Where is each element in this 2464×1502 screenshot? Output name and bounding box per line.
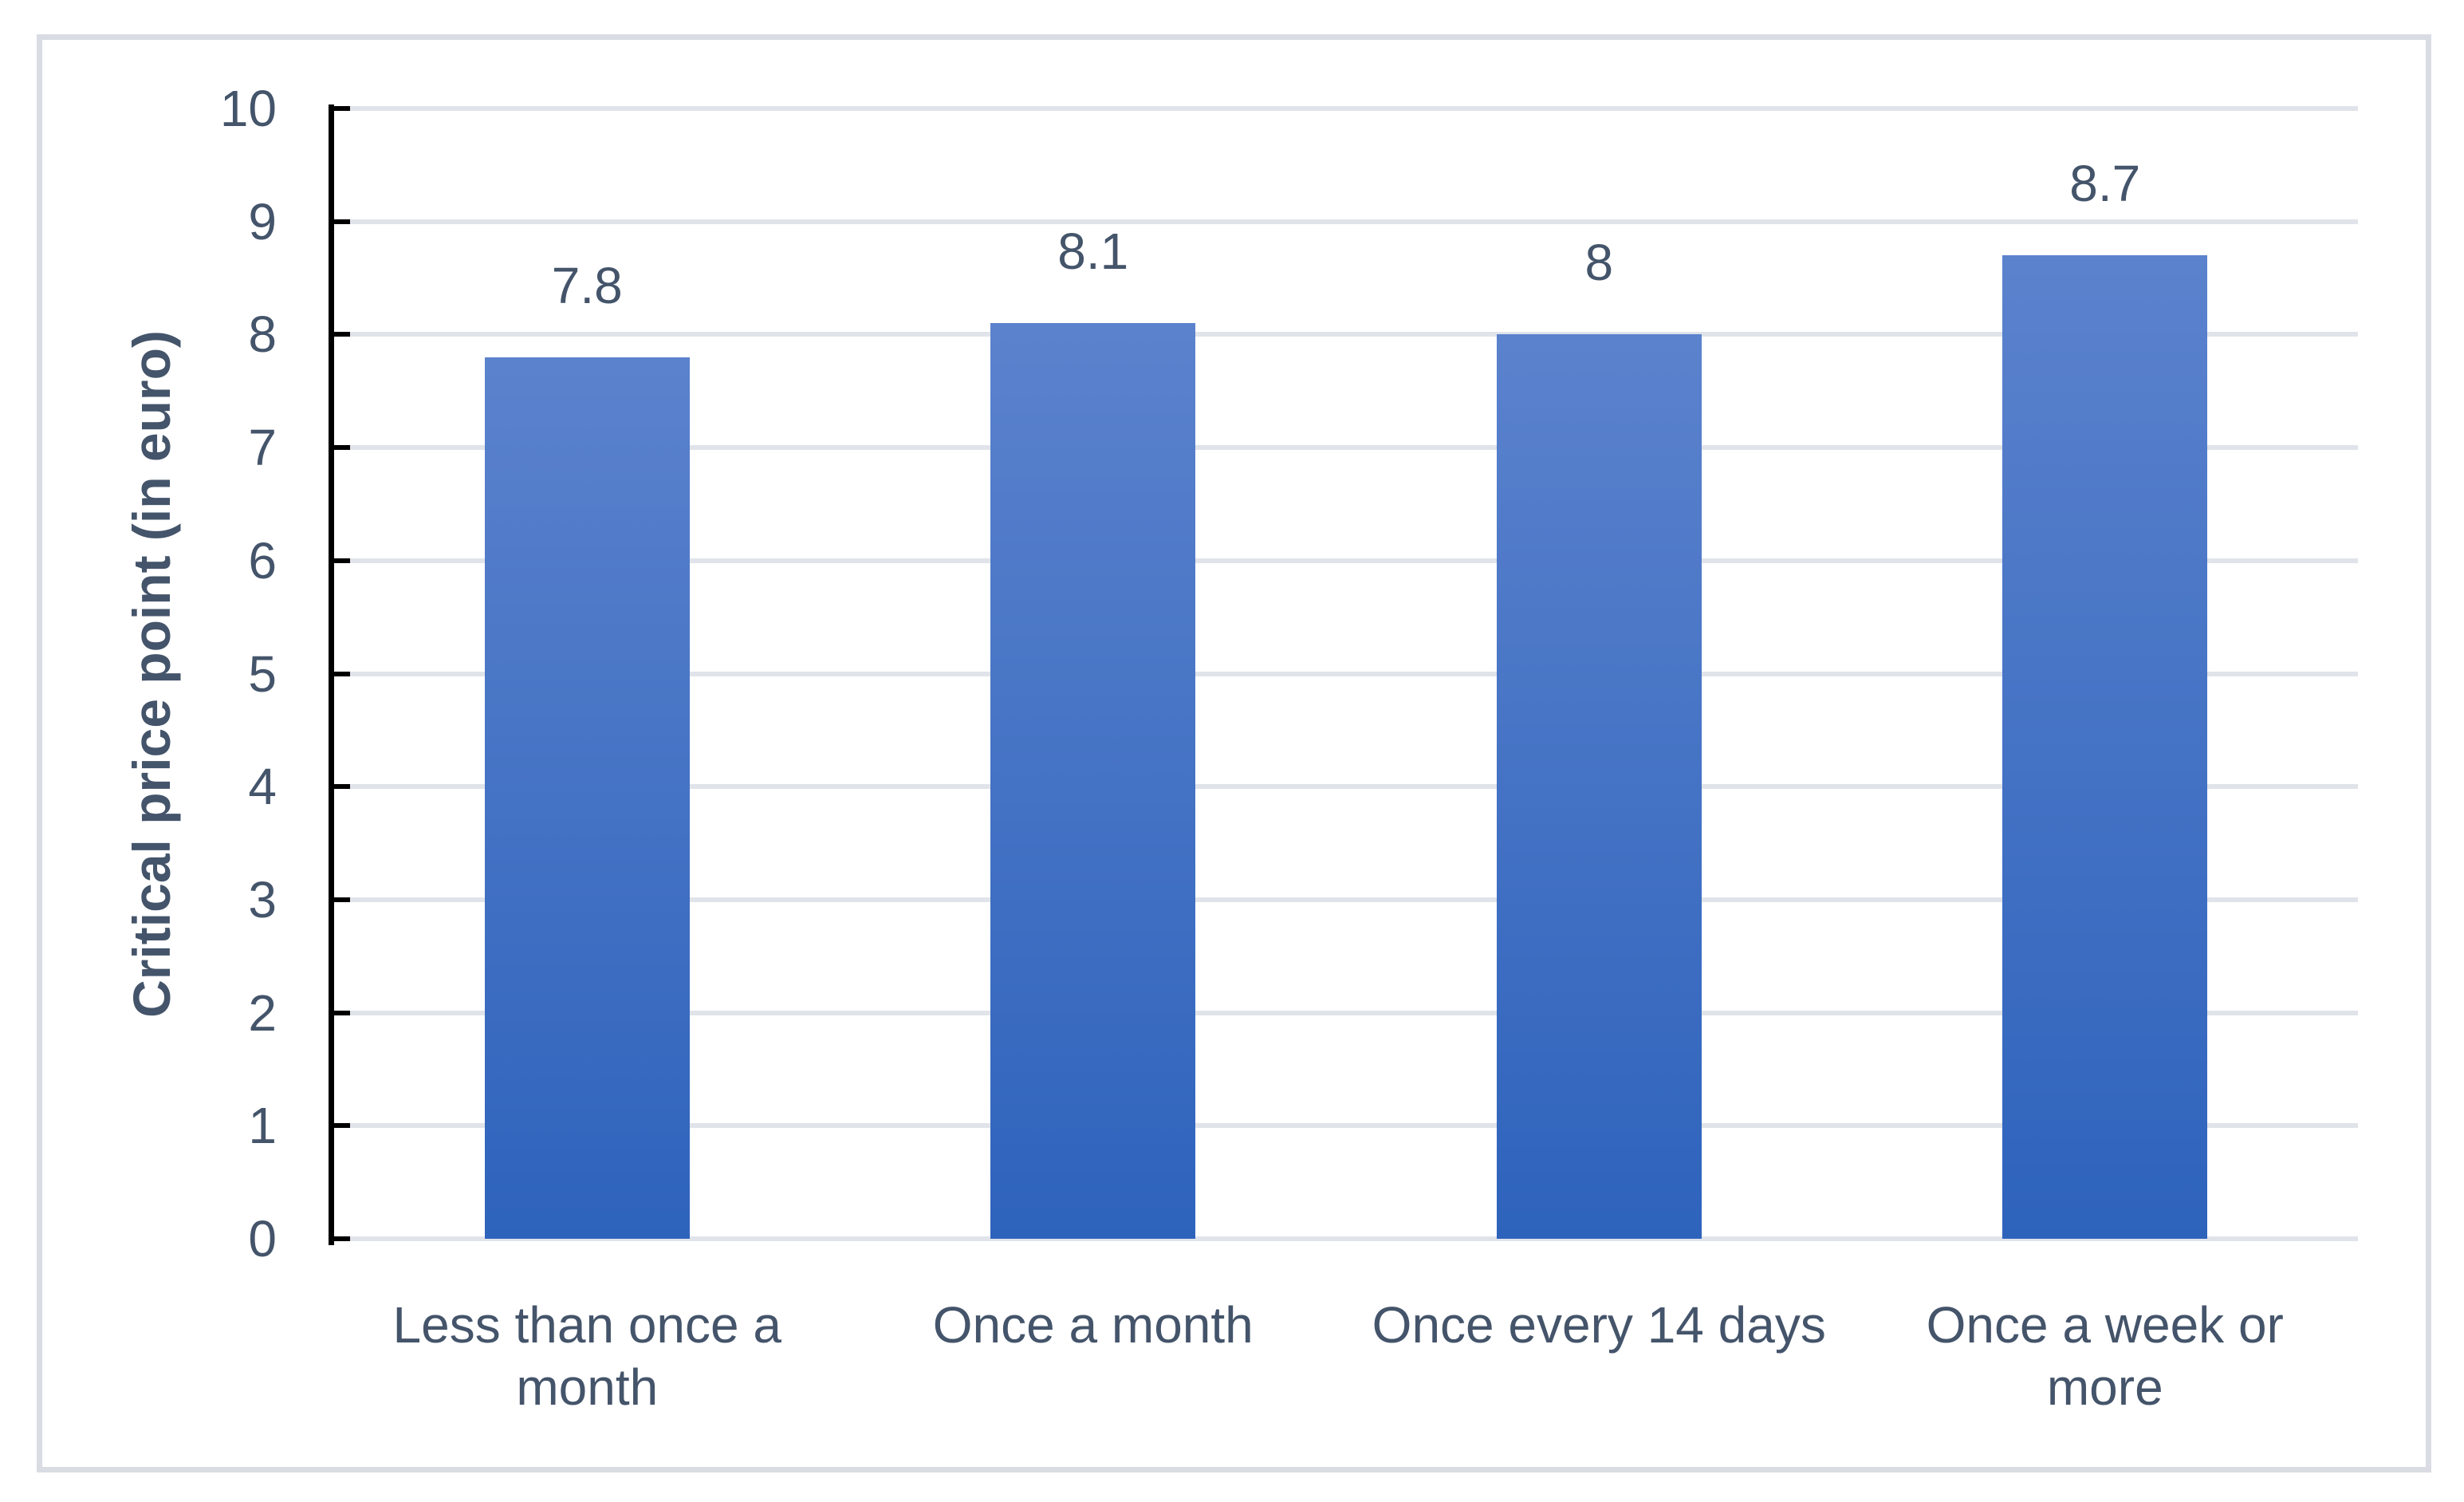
gridline bbox=[334, 106, 2358, 111]
x-category-label: Once a month bbox=[932, 1296, 1254, 1354]
y-tick-mark bbox=[334, 897, 350, 902]
y-tick-mark bbox=[334, 784, 350, 790]
y-tick-label: 10 bbox=[219, 80, 277, 137]
y-tick-mark bbox=[334, 219, 350, 224]
bar bbox=[990, 323, 1196, 1239]
x-category-label: Less than once a month bbox=[392, 1296, 781, 1416]
bar bbox=[2002, 255, 2208, 1239]
gridline bbox=[334, 897, 2358, 902]
x-category-label: Once every 14 days bbox=[1372, 1296, 1826, 1354]
y-tick-label: 5 bbox=[248, 645, 277, 703]
y-tick-label: 3 bbox=[248, 870, 277, 928]
gridline bbox=[334, 445, 2358, 451]
y-tick-label: 4 bbox=[248, 758, 277, 816]
gridline bbox=[334, 671, 2358, 676]
y-tick-mark bbox=[334, 332, 350, 337]
bar bbox=[484, 357, 690, 1239]
y-tick-mark bbox=[334, 445, 350, 451]
y-tick-label: 0 bbox=[248, 1210, 277, 1267]
gridline bbox=[334, 1010, 2358, 1015]
y-tick-label: 1 bbox=[248, 1097, 277, 1155]
y-tick-label: 6 bbox=[248, 531, 277, 589]
bar-value-label: 8 bbox=[1584, 234, 1614, 292]
gridline bbox=[334, 332, 2358, 337]
y-tick-label: 2 bbox=[248, 984, 277, 1042]
y-tick-label: 9 bbox=[248, 192, 277, 250]
y-tick-mark bbox=[334, 1123, 350, 1129]
bar-value-label: 8.7 bbox=[2069, 155, 2141, 213]
y-tick-label: 8 bbox=[248, 306, 277, 364]
y-tick-mark bbox=[334, 558, 350, 563]
gridline bbox=[334, 219, 2358, 224]
bar bbox=[1496, 334, 1702, 1239]
gridline bbox=[334, 1123, 2358, 1129]
y-tick-mark bbox=[334, 106, 350, 111]
y-tick-mark bbox=[334, 671, 350, 676]
gridline bbox=[334, 558, 2358, 563]
gridline bbox=[334, 1236, 2358, 1241]
bar-value-label: 7.8 bbox=[551, 256, 623, 314]
gridline bbox=[334, 784, 2358, 790]
bar-value-label: 8.1 bbox=[1057, 223, 1129, 281]
y-tick-label: 7 bbox=[248, 419, 277, 477]
x-category-label: Once a week or more bbox=[1926, 1296, 2284, 1416]
y-tick-mark bbox=[334, 1010, 350, 1015]
y-tick-mark bbox=[334, 1236, 350, 1241]
y-axis-line bbox=[329, 104, 334, 1245]
